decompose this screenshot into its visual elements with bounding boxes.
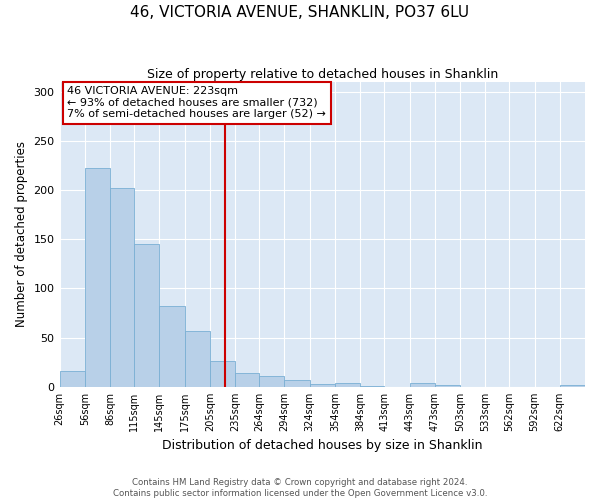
Text: Contains HM Land Registry data © Crown copyright and database right 2024.
Contai: Contains HM Land Registry data © Crown c… bbox=[113, 478, 487, 498]
Bar bbox=[85, 168, 110, 387]
Bar bbox=[310, 384, 335, 387]
Bar bbox=[235, 373, 259, 387]
Bar bbox=[435, 385, 460, 387]
Bar bbox=[410, 383, 435, 387]
Text: 46 VICTORIA AVENUE: 223sqm
← 93% of detached houses are smaller (732)
7% of semi: 46 VICTORIA AVENUE: 223sqm ← 93% of deta… bbox=[67, 86, 326, 120]
Bar bbox=[284, 380, 310, 387]
X-axis label: Distribution of detached houses by size in Shanklin: Distribution of detached houses by size … bbox=[162, 440, 482, 452]
Bar bbox=[110, 188, 134, 387]
Bar bbox=[560, 385, 585, 387]
Bar bbox=[59, 371, 85, 387]
Bar bbox=[335, 383, 360, 387]
Text: 46, VICTORIA AVENUE, SHANKLIN, PO37 6LU: 46, VICTORIA AVENUE, SHANKLIN, PO37 6LU bbox=[130, 5, 470, 20]
Title: Size of property relative to detached houses in Shanklin: Size of property relative to detached ho… bbox=[146, 68, 498, 80]
Bar bbox=[185, 331, 210, 387]
Bar bbox=[360, 386, 385, 387]
Bar bbox=[210, 362, 235, 387]
Bar bbox=[160, 306, 185, 387]
Bar bbox=[134, 244, 160, 387]
Y-axis label: Number of detached properties: Number of detached properties bbox=[15, 142, 28, 328]
Bar bbox=[259, 376, 284, 387]
